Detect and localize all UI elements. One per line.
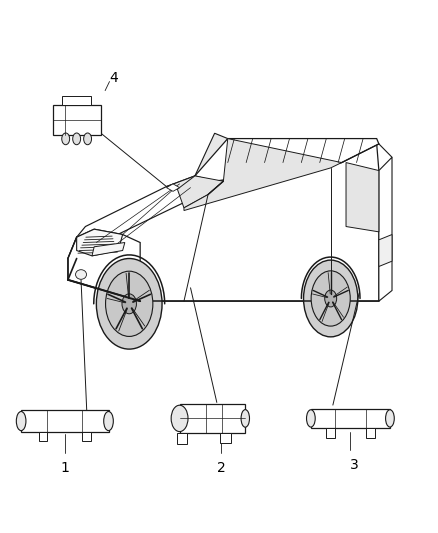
- Polygon shape: [184, 139, 342, 211]
- Text: 1: 1: [60, 461, 69, 475]
- Ellipse shape: [73, 133, 81, 144]
- Text: 4: 4: [110, 71, 118, 85]
- Polygon shape: [177, 433, 187, 443]
- Polygon shape: [379, 157, 392, 301]
- Ellipse shape: [122, 294, 136, 314]
- Polygon shape: [220, 433, 231, 442]
- Polygon shape: [82, 432, 91, 441]
- Polygon shape: [195, 139, 379, 181]
- Ellipse shape: [385, 410, 394, 427]
- Polygon shape: [68, 176, 195, 259]
- Polygon shape: [92, 243, 125, 256]
- Polygon shape: [166, 133, 228, 189]
- Polygon shape: [62, 96, 91, 106]
- Ellipse shape: [96, 259, 162, 349]
- Polygon shape: [21, 410, 109, 432]
- Polygon shape: [77, 144, 379, 301]
- Ellipse shape: [62, 133, 70, 144]
- Ellipse shape: [171, 405, 188, 432]
- Ellipse shape: [84, 133, 92, 144]
- Polygon shape: [68, 229, 140, 301]
- Text: 2: 2: [217, 461, 226, 475]
- Polygon shape: [180, 404, 245, 433]
- Polygon shape: [166, 184, 180, 191]
- Polygon shape: [77, 229, 123, 256]
- Ellipse shape: [311, 271, 350, 326]
- Ellipse shape: [16, 411, 26, 431]
- Polygon shape: [346, 163, 379, 232]
- Polygon shape: [53, 106, 101, 134]
- Ellipse shape: [304, 260, 358, 337]
- Text: 3: 3: [350, 458, 359, 472]
- Ellipse shape: [241, 409, 250, 427]
- Polygon shape: [379, 235, 392, 266]
- Polygon shape: [39, 432, 47, 441]
- Ellipse shape: [325, 290, 337, 307]
- Ellipse shape: [307, 410, 315, 427]
- Ellipse shape: [104, 411, 113, 431]
- Polygon shape: [311, 409, 390, 428]
- Ellipse shape: [106, 271, 153, 336]
- Polygon shape: [366, 428, 374, 438]
- Ellipse shape: [76, 270, 86, 279]
- Polygon shape: [177, 176, 223, 208]
- Polygon shape: [326, 428, 335, 438]
